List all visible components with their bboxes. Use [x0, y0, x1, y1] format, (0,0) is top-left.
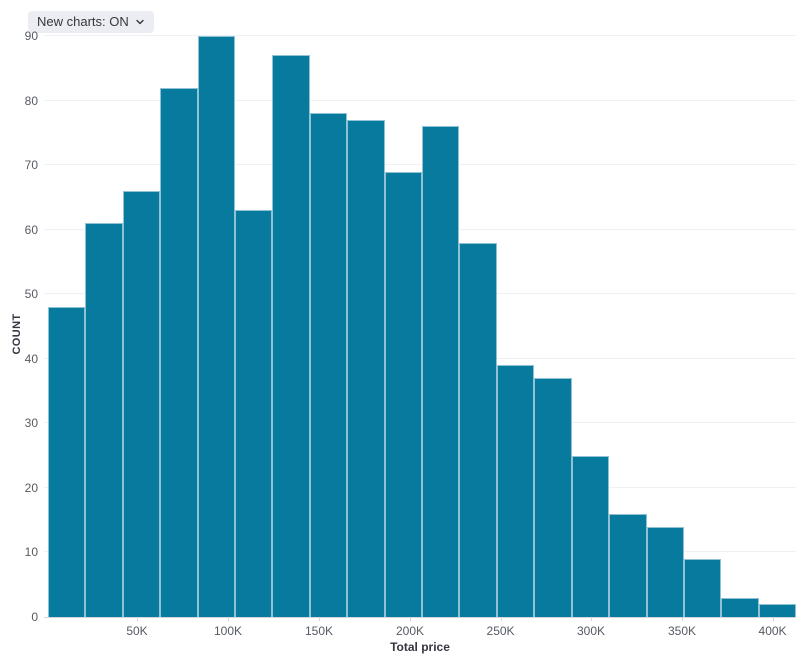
histogram-bar[interactable] [48, 307, 86, 617]
bars-layer [48, 36, 797, 617]
new-charts-toggle-label: New charts: ON [37, 14, 129, 29]
y-tick-label: 0 [31, 610, 38, 624]
new-charts-toggle[interactable]: New charts: ON [28, 11, 154, 33]
y-tick-label: 70 [24, 158, 38, 173]
histogram-bar[interactable] [683, 558, 722, 617]
x-tick-mark [772, 617, 774, 621]
histogram-bar[interactable] [422, 126, 460, 617]
y-tick-label: 50 [24, 287, 38, 302]
histogram-bar[interactable] [571, 455, 610, 617]
y-tick-label: 90 [24, 29, 38, 43]
histogram-bar[interactable] [534, 378, 572, 617]
histogram-bar[interactable] [272, 55, 310, 617]
gridline [44, 35, 796, 36]
chevron-down-icon [135, 17, 145, 27]
x-tick-label: 150K [304, 624, 334, 638]
y-tick-label: 30 [24, 416, 38, 431]
x-tick-mark [137, 617, 139, 621]
x-axis-title: Total price [390, 640, 450, 654]
y-tick-label: 80 [24, 93, 38, 108]
y-axis: 0 10 20 30 40 50 60 70 80 90 [0, 29, 38, 624]
x-tick-mark [591, 617, 592, 621]
x-tick-mark [409, 617, 411, 621]
x-tick-label: 200K [395, 624, 424, 638]
x-tick-label: 50K [126, 624, 148, 638]
histogram-bar[interactable] [160, 87, 198, 617]
y-tick-label: 20 [24, 480, 38, 495]
x-tick-label: 350K [667, 624, 696, 638]
gridline [44, 164, 796, 166]
histogram-bar[interactable] [459, 242, 497, 617]
histogram-bar[interactable] [235, 210, 273, 617]
histogram-bar[interactable] [197, 36, 236, 617]
histogram-bar[interactable] [85, 223, 123, 617]
y-tick-label: 10 [24, 545, 38, 560]
x-tick-label: 400K [758, 624, 787, 638]
y-tick-label: 60 [24, 222, 38, 237]
gridline [44, 99, 796, 101]
x-tick-label: 250K [486, 624, 515, 638]
y-tick-label: 40 [24, 351, 38, 366]
x-tick-mark [500, 617, 502, 621]
histogram-bar[interactable] [758, 604, 797, 617]
x-tick-mark [228, 617, 229, 621]
histogram-bar[interactable] [309, 113, 348, 617]
y-axis-title: COUNT [11, 313, 23, 355]
histogram-bar[interactable] [496, 365, 535, 617]
histogram-bar[interactable] [347, 119, 385, 617]
x-tick-label: 100K [213, 624, 243, 638]
x-tick-mark [319, 617, 320, 621]
histogram-bar[interactable] [721, 597, 759, 617]
histogram-bar[interactable] [122, 190, 161, 617]
histogram-bar[interactable] [384, 171, 423, 617]
x-tick-label: 300K [576, 624, 606, 638]
histogram-bar[interactable] [646, 526, 684, 617]
plot-area [44, 35, 797, 617]
x-axis: 50K 100K 150K 200K 250K 300K 350K 400K [44, 617, 796, 647]
x-axis-line [44, 617, 796, 618]
x-tick-mark [681, 617, 683, 621]
histogram-bar[interactable] [609, 513, 647, 617]
